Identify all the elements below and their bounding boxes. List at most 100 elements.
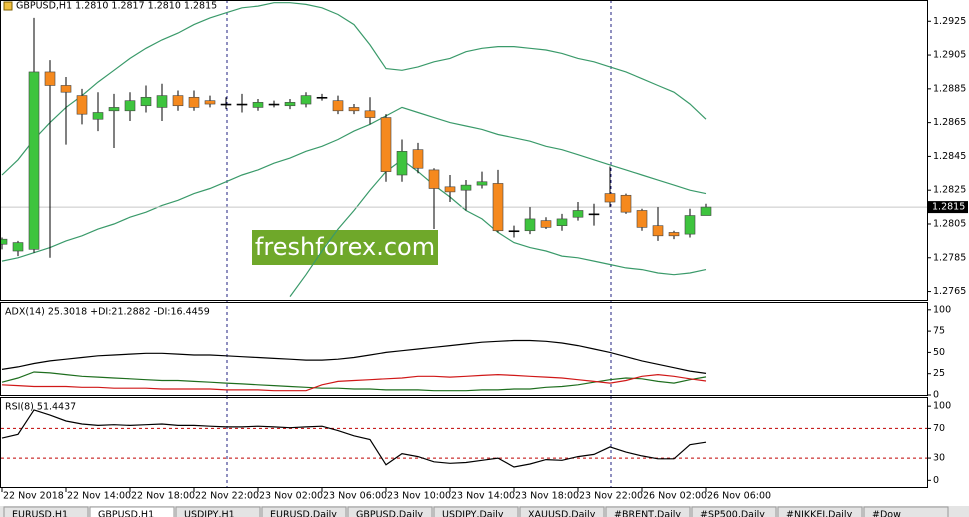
candle-body: [396, 151, 408, 176]
indicator-line: [1, 339, 707, 374]
candle-body: [28, 71, 40, 250]
candle-body: [572, 210, 584, 218]
y-tick-label: 1.2905: [933, 50, 966, 61]
y-tick-label: 100: [933, 304, 951, 315]
rsi-panel-border: [0, 397, 928, 488]
candle-body: [492, 183, 504, 232]
tab[interactable]: [433, 506, 519, 517]
candle-body: [252, 102, 264, 108]
tab[interactable]: [261, 506, 347, 517]
symbol-icon: [3, 1, 13, 11]
y-tick-label: 30: [933, 453, 945, 464]
y-tick-label: 0: [933, 390, 939, 401]
tab[interactable]: [777, 506, 863, 517]
candle-body: [620, 194, 632, 213]
y-tick-label: 1.2885: [933, 83, 966, 94]
tab[interactable]: [519, 506, 605, 517]
y-tick-label: 1.2845: [933, 151, 966, 162]
price-title: GBPUSD,H1 1.2810 1.2817 1.2810 1.2815: [16, 1, 217, 12]
tab[interactable]: [347, 506, 433, 517]
candle-body: [364, 110, 376, 118]
y-tick-label: 1.2825: [933, 185, 966, 196]
x-tick-label: 23 Nov 10:00: [387, 491, 451, 502]
x-tick-label: 23 Nov 18:00: [515, 491, 579, 502]
y-tick-label: 0: [933, 475, 939, 486]
candle-body: [204, 100, 216, 105]
candle-body: [284, 102, 296, 107]
candle-body: [92, 112, 104, 120]
candle-body: [604, 193, 616, 203]
x-tick-label: 22 Nov 18:00: [131, 491, 195, 502]
tab-label[interactable]: USDJPY,Daily: [442, 510, 504, 517]
tab[interactable]: [691, 506, 777, 517]
candle-body: [588, 213, 600, 216]
candle-body: [524, 218, 536, 232]
indicator-line: [1, 409, 707, 468]
candle-body: [380, 117, 392, 172]
adx-panel-border: [0, 302, 928, 396]
tab[interactable]: [863, 506, 949, 517]
x-tick-label: 26 Nov 06:00: [707, 491, 771, 502]
candle-body: [124, 100, 136, 112]
y-tick-label: 1.2765: [933, 286, 966, 297]
tab-label[interactable]: GBPUSD,Daily: [356, 510, 423, 517]
y-tick-label: 1.2785: [933, 252, 966, 263]
tab-label[interactable]: #NIKKEI,Daily: [786, 510, 853, 517]
x-tick-label: 23 Nov 22:00: [579, 491, 643, 502]
x-tick-label: 22 Nov 22:00: [195, 491, 259, 502]
tabs: EURUSD,H1 GBPUSD,H1 USDJPY,H1 EURUSD,Daily G…: [3, 506, 949, 517]
candle-body: [60, 85, 72, 93]
x-tick-label: 23 Nov 14:00: [451, 491, 515, 502]
tab-label[interactable]: #SP500,Daily: [700, 510, 765, 517]
indicator-line: [1, 373, 707, 392]
tab[interactable]: [89, 506, 175, 517]
candle-body: [556, 218, 568, 226]
indicator-line: [1, 371, 707, 392]
watermark: freshforex.com: [255, 233, 435, 261]
x-tick-label: 22 Nov 14:00: [67, 491, 131, 502]
indicator-line: [1, 106, 707, 262]
candle-body: [172, 95, 184, 107]
candle-body: [460, 184, 472, 191]
current-price-label: 1.2815: [932, 202, 965, 213]
tab[interactable]: [175, 506, 261, 517]
candle-body: [76, 95, 88, 115]
candle-body: [156, 95, 168, 108]
tab-label[interactable]: #Dow: [872, 510, 901, 517]
tab-label[interactable]: USDJPY,H1: [184, 510, 235, 517]
candle-body: [332, 100, 344, 112]
tab-label[interactable]: GBPUSD,H1: [98, 510, 154, 517]
candle-body: [684, 215, 696, 235]
tab-label[interactable]: EURUSD,Daily: [270, 510, 337, 517]
tab-label[interactable]: XAUUSD,Daily: [528, 510, 596, 517]
candle-body: [476, 181, 488, 186]
candle-body: [268, 103, 280, 106]
rsi-title: RSI(8) 51.4437: [5, 402, 76, 413]
x-tick-label: 22 Nov 2018: [3, 491, 64, 502]
candle-body: [12, 242, 24, 252]
candle-body: [540, 220, 552, 228]
candle-body: [316, 96, 328, 99]
candle-body: [44, 71, 56, 86]
candle-body: [668, 232, 680, 237]
candle-body: [108, 107, 120, 112]
tab[interactable]: [3, 506, 89, 517]
y-tick-label: 1.2805: [933, 218, 966, 229]
candle-body: [652, 225, 664, 237]
tab-label[interactable]: #BRENT,Daily: [614, 510, 681, 517]
candle-body: [700, 206, 712, 216]
y-tick-label: 1.2865: [933, 117, 966, 128]
tab-label[interactable]: EURUSD,H1: [12, 510, 68, 517]
candle-body: [348, 107, 360, 112]
candle-body: [508, 230, 520, 233]
candle-body: [236, 103, 248, 106]
watermark-box: [252, 230, 438, 265]
candle-body: [636, 210, 648, 228]
candle-body: [428, 169, 440, 189]
candle-body: [0, 238, 8, 245]
x-tick-label: 26 Nov 02:00: [643, 491, 707, 502]
tab[interactable]: [605, 506, 691, 517]
current-price-box: [928, 201, 968, 214]
